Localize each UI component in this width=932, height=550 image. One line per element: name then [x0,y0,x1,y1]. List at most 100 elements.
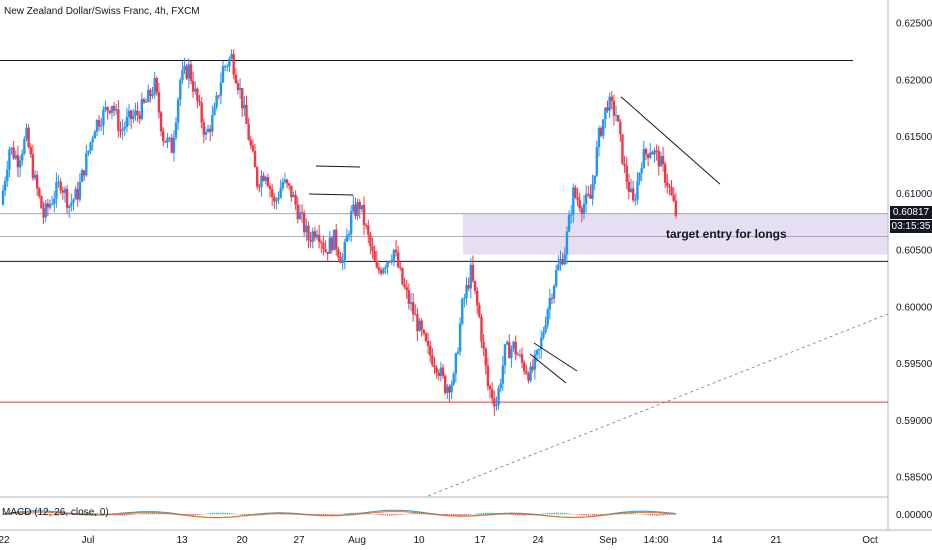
candle-body [31,154,35,179]
macd-histogram-bar [149,512,151,515]
candle-body [202,122,205,135]
candle-body [621,134,624,164]
macd-histogram-bar [25,512,28,515]
candle-body [646,154,650,158]
candle-body [72,199,75,203]
candle-body [50,203,54,205]
macd-histogram-bar [154,512,156,515]
candle-body [409,302,413,304]
x-tick-label: Oct [862,535,878,546]
macd-histogram-bar [122,514,124,516]
candle-body [302,213,306,233]
macd-histogram-bar [218,512,220,515]
macd-histogram-bar [461,514,463,516]
macd-histogram-bar [577,514,579,515]
candle-body [74,188,77,200]
macd-histogram-bar [632,513,634,515]
candle-body [1,190,5,205]
candle-body [183,65,186,70]
macd-histogram-bar [386,514,389,516]
macd-histogram-bar [117,514,119,516]
macd-histogram-bar [194,514,196,516]
y-tick-label: 0.60000 [896,302,932,313]
macd-histogram-bar [626,512,628,515]
candle-body [189,64,193,81]
candle-body [354,204,357,217]
macd-histogram-bar [589,514,592,516]
macd-histogram-bar [643,514,645,515]
macd-histogram-bar [151,512,154,515]
macd-tick-label: 0.00000 [896,510,932,521]
macd-histogram-bar [515,514,517,516]
candle-body [110,106,114,113]
candle-body [418,320,421,332]
candle-body [482,341,485,349]
candle-body [576,196,579,201]
candle-body [377,267,381,271]
candle-body [471,264,475,281]
candle-body [403,284,406,288]
candle-body [138,114,141,120]
candle-body [187,64,191,79]
macd-histogram-bar [126,514,128,516]
candle-body [582,203,586,214]
candle-body [644,148,648,155]
macd-histogram-bar [596,514,598,516]
candle-body [567,214,571,232]
candle-body [619,121,622,135]
candle-body [439,367,443,377]
candle-body [117,109,120,131]
annotation-target-entry: target entry for longs [666,227,787,241]
candle-body [70,202,73,206]
candle-body [215,95,218,108]
candle-body [375,260,379,268]
candle-body [279,188,282,198]
macd-histogram-bar [380,514,382,516]
macd-histogram-bar [450,514,453,516]
candle-body [42,208,45,218]
candle-body [563,254,566,265]
macd-histogram-bar [342,513,344,515]
candle-body [155,78,158,93]
candle-body [569,214,573,216]
candle-body [495,404,498,407]
candle-body [405,287,408,291]
candle-body [232,54,235,75]
macd-histogram-bar [656,514,658,516]
candle-body [305,225,308,233]
candle-body [467,284,470,289]
macd-histogram-bar [594,514,596,516]
candle-body [174,122,178,138]
candle-body [317,234,321,242]
candle-body [341,260,344,264]
candle-body [518,354,522,356]
candle-body [100,125,103,127]
candle-body [557,264,560,270]
candle-body [514,341,517,355]
countdown-tag: 03:15:35 [890,220,932,233]
macd-histogram-bar [132,514,134,515]
candle-body [315,234,319,238]
candle-body [68,205,71,208]
candle-body [266,177,270,187]
macd-histogram-bar [491,512,493,515]
macd-indicator-label[interactable]: MACD (12, 26, close, 0) [2,507,109,518]
candle-body [450,384,453,393]
x-tick-label: Jul [82,535,95,546]
x-tick-label: Aug [348,535,366,546]
macd-histogram-bar [480,513,483,515]
macd-histogram-bar [62,514,64,516]
macd-histogram-bar [395,514,397,516]
macd-histogram-bar [566,513,568,515]
candle-body [550,297,554,299]
candle-body [292,194,295,198]
candle-body [505,342,509,345]
macd-histogram-bar [414,512,416,515]
candle-body [270,189,274,197]
candle-body [14,155,18,159]
candle-body [136,110,139,115]
candle-body [247,123,250,140]
macd-histogram-bar [339,513,342,515]
candle-body [659,156,663,167]
